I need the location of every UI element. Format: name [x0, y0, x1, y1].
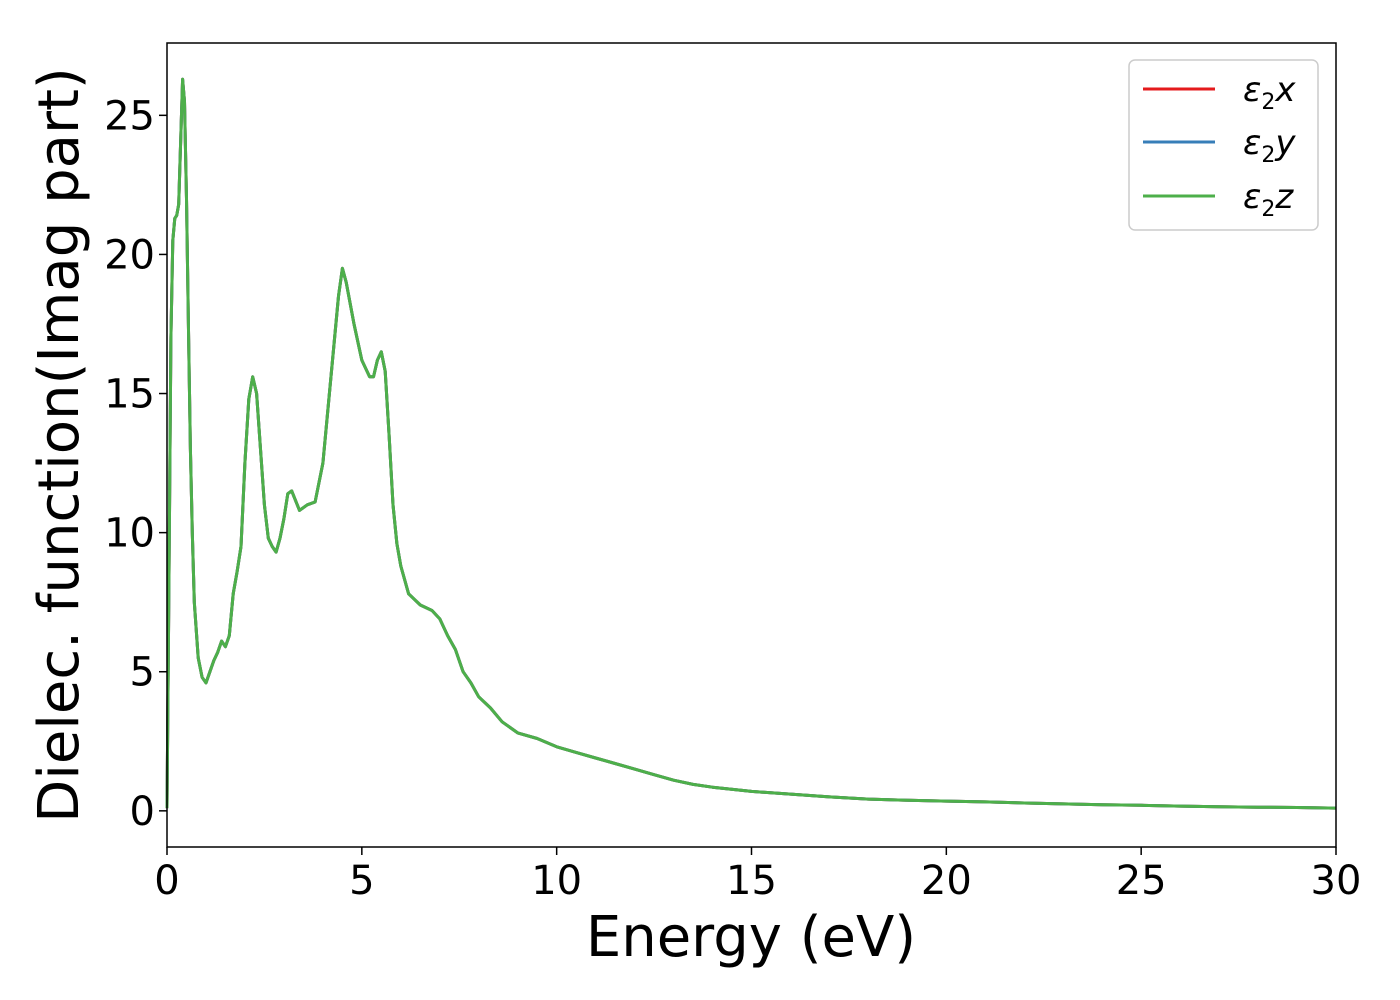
y-tick-label: 5	[130, 650, 155, 696]
legend: ε2x ε2y ε2z	[1128, 59, 1319, 231]
legend-label-x: ε2x	[1243, 70, 1296, 115]
y-axis-title: Dielec. function(Imag part)	[27, 67, 92, 823]
y-axis-ticks: 0 5 10 15 20 25	[104, 93, 167, 835]
x-tick-label: 15	[726, 858, 777, 904]
series-line-z	[165, 77, 1337, 810]
x-tick-label: 25	[1116, 858, 1167, 904]
y-tick-label: 25	[104, 93, 155, 139]
plot-area	[165, 42, 1337, 848]
y-tick-label: 10	[104, 511, 155, 557]
legend-entry-y: ε2y	[1143, 123, 1296, 168]
legend-entry-x: ε2x	[1143, 70, 1296, 115]
legend-entry-z: ε2z	[1143, 177, 1294, 222]
x-tick-label: 20	[921, 858, 972, 904]
x-axis-ticks: 0 5 10 15 20 25 30	[154, 847, 1361, 904]
x-tick-label: 5	[349, 858, 374, 904]
y-tick-label: 20	[104, 232, 155, 278]
x-tick-label: 10	[531, 858, 582, 904]
y-tick-label: 15	[104, 372, 155, 418]
legend-box	[1128, 59, 1319, 231]
y-tick-label: 0	[130, 789, 155, 835]
legend-label-y: ε2y	[1243, 123, 1296, 168]
x-axis-title: Energy (eV)	[586, 905, 916, 970]
legend-label-z: ε2z	[1243, 177, 1294, 222]
series-layer	[165, 77, 1337, 810]
x-tick-label: 0	[154, 858, 179, 904]
x-tick-label: 30	[1311, 858, 1362, 904]
